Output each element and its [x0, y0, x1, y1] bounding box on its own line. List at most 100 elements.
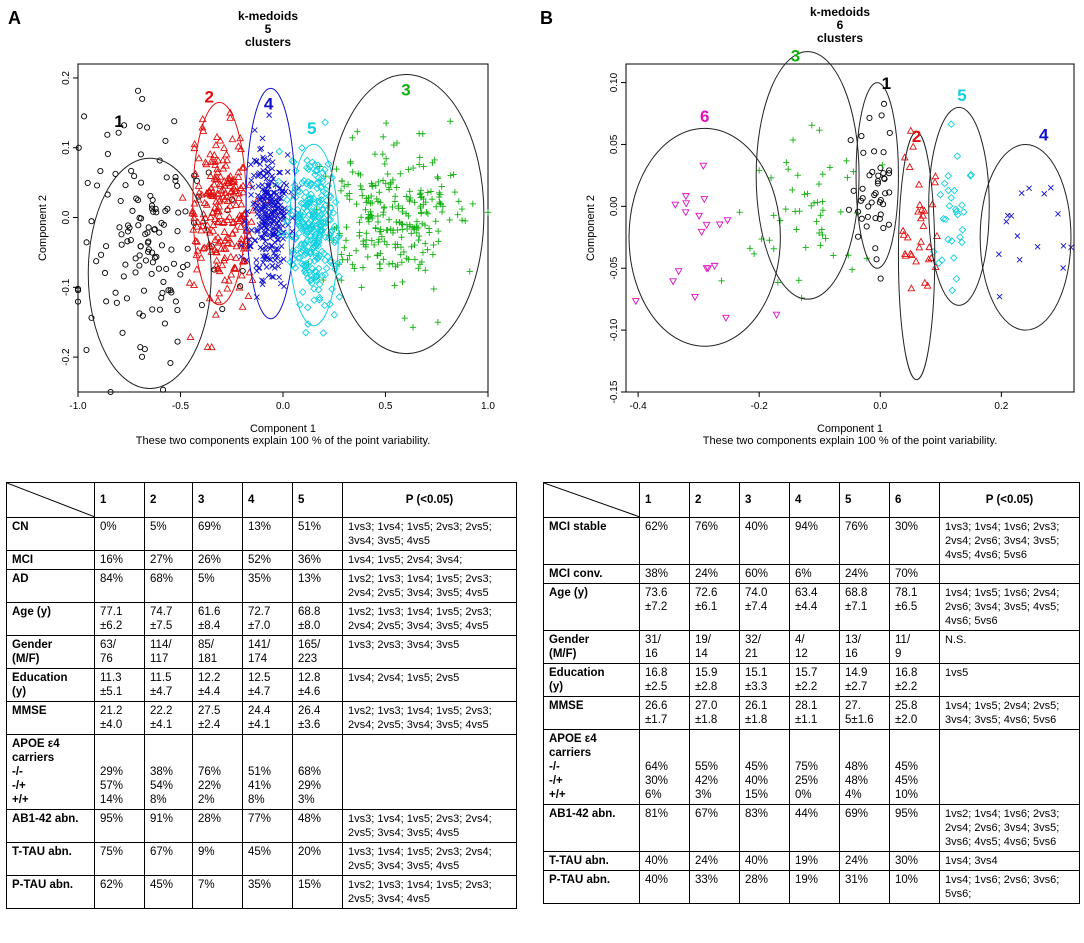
- table-cell: 26.1 ±1.8: [739, 696, 790, 730]
- column-header: 3: [739, 482, 790, 518]
- table-cell: 14.9 ±2.7: [839, 663, 890, 697]
- table-cell: 15%: [292, 875, 343, 909]
- x-axis-label: Component 1: [817, 423, 883, 435]
- cluster-points-1: [845, 100, 893, 282]
- table-cell: 24%: [689, 851, 740, 871]
- table-cell: 24%: [689, 564, 740, 584]
- table-cell: 51% 41% 8%: [242, 734, 293, 810]
- table-cell: 20%: [292, 842, 343, 876]
- table-cell: 19%: [789, 870, 840, 904]
- column-header: 1: [639, 482, 690, 518]
- cluster-points-6: [631, 162, 781, 323]
- table-row: Education (y) 16.8 ±2.5 15.9 ±2.8 15.1 ±3.3…: [543, 663, 1080, 697]
- plot-title-line: k-medoids: [238, 9, 298, 23]
- cluster-label-5: 5: [307, 119, 316, 138]
- table-cell: 7%: [192, 875, 243, 909]
- cluster-ellipse-1: [87, 157, 212, 390]
- table-cell: 45% 45% 10%: [889, 729, 940, 805]
- table-cell: 61.6 ±8.4: [192, 602, 243, 636]
- table-row: AB1-42 abn. 81% 67% 83% 44% 69% 95% 1vs2; 1vs4;…: [543, 804, 1080, 852]
- table-cell: 76% 22% 2%: [192, 734, 243, 810]
- table-cell: 19/ 14: [689, 630, 740, 664]
- table-cell: 68.8 ±7.1: [839, 583, 890, 631]
- p-value-cell: 1vs2; 1vs3; 1vs4; 1vs5; 2vs3; 2vs5; 3vs4…: [342, 875, 517, 909]
- table-row: AB1-42 abn. 95% 91% 28% 77% 48% 1vs3; 1vs4; 1v…: [6, 809, 517, 843]
- table-row: T-TAU abn. 75% 67% 9% 45% 20% 1vs3; 1vs4; 1vs5…: [6, 842, 517, 876]
- table-cell: 40%: [739, 851, 790, 871]
- y-tick-label: 0.2: [61, 71, 72, 85]
- diagonal-line-icon: [544, 483, 639, 517]
- table-cell: 94%: [789, 517, 840, 565]
- table-cell: 64% 30% 6%: [639, 729, 690, 805]
- table-row: T-TAU abn. 40% 24% 40% 19% 24% 30% 1vs4; 3vs4: [543, 851, 1080, 871]
- y-axis-label: Component 2: [37, 195, 49, 261]
- cluster-label-2: 2: [912, 127, 921, 146]
- table-cell: 165/ 223: [292, 635, 343, 669]
- cluster-points-5: [274, 118, 344, 337]
- row-label: P-TAU abn.: [6, 875, 95, 909]
- table-cell: 29% 57% 14%: [94, 734, 145, 810]
- table-cell: 38% 54% 8%: [144, 734, 193, 810]
- table-cell: 72.7 ±7.0: [242, 602, 293, 636]
- plot-title-line: k-medoids: [810, 5, 870, 19]
- table-cell: 28%: [192, 809, 243, 843]
- cluster-ellipse-5: [928, 106, 990, 306]
- table-cell: 48%: [292, 809, 343, 843]
- table-cell: 76%: [689, 517, 740, 565]
- plot-title-line: clusters: [817, 31, 863, 45]
- cluster-points-3: [272, 118, 492, 331]
- row-label: T-TAU abn.: [6, 842, 95, 876]
- table-row: MCI conv. 38% 24% 60% 6% 24% 70%: [543, 564, 1080, 584]
- cluster-label-4: 4: [1039, 126, 1049, 145]
- table-cell: 52%: [242, 550, 293, 570]
- table-cell: 95%: [889, 804, 940, 852]
- row-label: MMSE: [543, 696, 640, 730]
- x-tick-label: 0.5: [379, 401, 393, 412]
- table-cell: 40%: [639, 870, 690, 904]
- table-cell: 10%: [889, 870, 940, 904]
- results-table-a: 1 2 3 4 5 P (<0.05) CN 0% 5% 69% 13% 51% 1vs3;…: [6, 482, 517, 909]
- row-label: APOE ε4 carriers -/- -/+ +/+: [6, 734, 95, 810]
- column-header: 3: [192, 482, 243, 518]
- table-cell: 26%: [192, 550, 243, 570]
- table-cell: 27%: [144, 550, 193, 570]
- table-cell: 141/ 174: [242, 635, 293, 669]
- cluster-label-1: 1: [114, 112, 123, 131]
- p-value-cell: 1vs3; 1vs4; 1vs6; 2vs3; 2vs4; 2vs6; 3vs4…: [939, 517, 1080, 565]
- diagonal-line-icon: [7, 483, 94, 517]
- cluster-ellipse-4: [245, 87, 296, 320]
- p-value-cell: 1vs2; 1vs3; 1vs4; 1vs5; 2vs3; 2vs4; 2vs5…: [342, 701, 517, 735]
- x-tick-label: 0.0: [276, 401, 290, 412]
- cluster-label-6: 6: [700, 107, 709, 126]
- column-header: 4: [242, 482, 293, 518]
- y-axis-label: Component 2: [585, 195, 597, 261]
- table-cell: 75%: [94, 842, 145, 876]
- table-cell: 45% 40% 15%: [739, 729, 790, 805]
- table-cell: 19%: [789, 851, 840, 871]
- table-cell: 81%: [639, 804, 690, 852]
- p-value-cell: N.S.: [939, 630, 1080, 664]
- p-value-cell: 1vs3; 1vs4; 1vs5; 2vs3; 2vs4; 2vs5; 3vs4…: [342, 809, 517, 843]
- cluster-points-2: [899, 126, 941, 292]
- cluster-label-3: 3: [401, 80, 410, 99]
- row-label: Education (y): [543, 663, 640, 697]
- row-label: Gender (M/F): [543, 630, 640, 664]
- p-value-cell: [939, 564, 1080, 584]
- table-cell: 67%: [144, 842, 193, 876]
- table-cell: 11.3 ±5.1: [94, 668, 145, 702]
- table-cell: 5%: [144, 517, 193, 551]
- plot-title-line: 5: [265, 22, 272, 36]
- table-cell: 63.4 ±4.4: [789, 583, 840, 631]
- table-cell: 83%: [739, 804, 790, 852]
- cluster-ellipse-5: [288, 143, 339, 327]
- table-cell: 70%: [889, 564, 940, 584]
- table-cell: 24%: [839, 851, 890, 871]
- row-label: AD: [6, 569, 95, 603]
- table-cell: 16.8 ±2.5: [639, 663, 690, 697]
- p-value-cell: 1vs2; 1vs3; 1vs4; 1vs5; 2vs3; 2vs4; 2vs5…: [342, 602, 517, 636]
- table-cell: 77%: [242, 809, 293, 843]
- table-row: MCI stable 62% 76% 40% 94% 76% 30% 1vs3; 1vs4; …: [543, 517, 1080, 565]
- table-cell: 51%: [292, 517, 343, 551]
- cluster-ellipse-4: [979, 143, 1072, 331]
- x-axis-label: Component 1: [250, 423, 316, 435]
